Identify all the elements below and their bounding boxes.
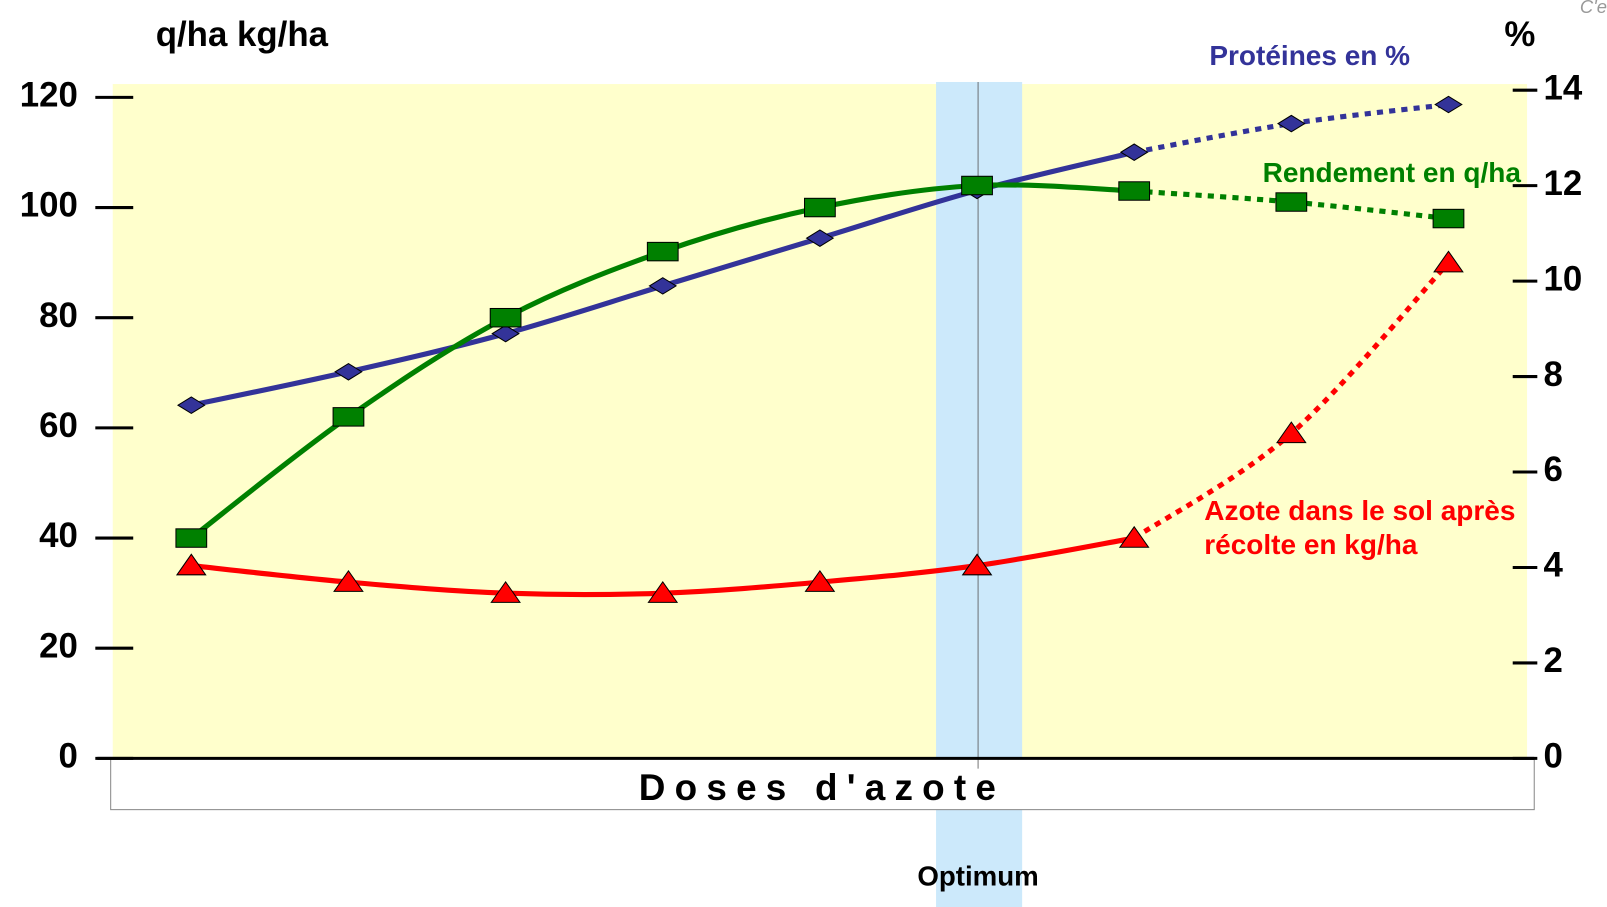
marker bbox=[1277, 114, 1306, 133]
marker bbox=[647, 580, 679, 603]
marker bbox=[1432, 208, 1465, 229]
y-tick-label: 80 bbox=[39, 296, 78, 335]
line-dotted bbox=[1133, 101, 1449, 155]
y2-tick-label: 10 bbox=[1543, 259, 1582, 298]
line-dotted bbox=[1134, 188, 1449, 222]
y-tick-label: 20 bbox=[39, 626, 78, 665]
marker bbox=[1433, 250, 1464, 273]
marker bbox=[1275, 192, 1308, 212]
y2-tick-label: 14 bbox=[1543, 68, 1582, 107]
y-tick-label: 120 bbox=[20, 76, 78, 115]
marker bbox=[332, 407, 365, 427]
series-label: Protéines en % bbox=[1209, 39, 1411, 71]
series-label: Azote dans le sol après récolte en kg/ha bbox=[1204, 494, 1516, 560]
marker bbox=[648, 277, 678, 295]
marker bbox=[804, 197, 836, 218]
marker bbox=[333, 569, 364, 592]
y-tick-label: 60 bbox=[39, 406, 78, 445]
y2-axis-title: % bbox=[1504, 15, 1535, 54]
y-axis-title: q/ha kg/ha bbox=[156, 15, 329, 54]
marker bbox=[1119, 143, 1149, 162]
marker bbox=[491, 324, 520, 343]
marker bbox=[961, 553, 993, 576]
y-tick-label: 0 bbox=[59, 737, 78, 776]
marker bbox=[961, 175, 993, 196]
marker bbox=[1276, 421, 1307, 444]
series-label: Rendement en q/ha bbox=[1262, 156, 1521, 188]
y2-tick-label: 8 bbox=[1543, 355, 1562, 394]
marker bbox=[1118, 525, 1150, 548]
y2-tick-label: 12 bbox=[1543, 164, 1582, 203]
marker bbox=[334, 362, 363, 381]
x-axis-title: Doses d'azote bbox=[639, 767, 1005, 808]
marker bbox=[490, 580, 521, 603]
marker bbox=[177, 396, 206, 415]
marker bbox=[804, 569, 836, 592]
y2-tick-label: 4 bbox=[1543, 546, 1563, 585]
marker bbox=[175, 528, 208, 548]
marker bbox=[175, 553, 207, 576]
marker bbox=[489, 307, 522, 328]
marker bbox=[1434, 95, 1463, 114]
x-axis-box bbox=[110, 757, 1535, 811]
marker bbox=[1118, 181, 1151, 201]
y2-tick-label: 6 bbox=[1543, 450, 1562, 489]
marker bbox=[646, 241, 679, 262]
y2-tick-label: 2 bbox=[1543, 641, 1562, 680]
note: C'e bbox=[1580, 0, 1607, 17]
optimum-label: Optimum bbox=[917, 861, 1038, 892]
y-tick-label: 40 bbox=[39, 516, 78, 555]
y-tick-label: 100 bbox=[20, 186, 78, 225]
y2-tick-label: 0 bbox=[1543, 737, 1562, 776]
marker bbox=[805, 229, 835, 247]
